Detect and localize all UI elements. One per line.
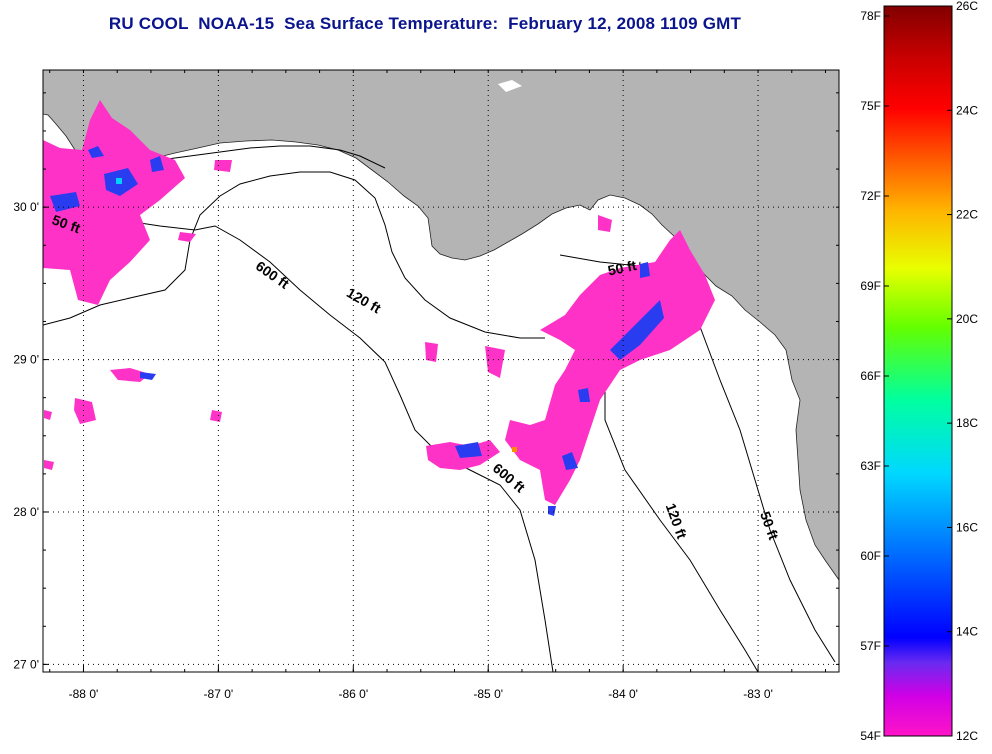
map-grid: [43, 70, 839, 672]
colorbar-f-label: 72F: [860, 189, 881, 203]
lon-tick-label: -85 0': [473, 687, 503, 701]
lon-tick-label: -87 0': [204, 687, 234, 701]
contour-120ft: [43, 171, 545, 339]
cloud-regions: [43, 100, 715, 505]
lon-tick-label: -84 0': [608, 687, 638, 701]
colorbar-c-label: 26C: [956, 0, 978, 13]
colorbar-f-label: 66F: [860, 369, 881, 383]
lon-tick-label: -86 0': [338, 687, 368, 701]
colorbar-c-label: 24C: [956, 103, 978, 117]
lat-tick-label: 30 0': [13, 200, 39, 214]
colorbar-c-label: 12C: [956, 729, 978, 743]
colorbar-f-label: 57F: [860, 639, 881, 653]
colorbar-c-label: 14C: [956, 625, 978, 639]
lat-tick-label: 28 0': [13, 505, 39, 519]
colorbar-f-label: 75F: [860, 99, 881, 113]
colorbar-labels: 78F 75F 72F 69F 66F 63F 60F 57F 54F 26C 24C 22C 20C 1…: [860, 0, 978, 743]
lat-tick-label: 29 0': [13, 353, 39, 367]
island: [498, 80, 522, 92]
colorbar: [883, 5, 953, 737]
colorbar-c-label: 18C: [956, 416, 978, 430]
axis-ticks: -88 0' -87 0' -86 0' -85 0' -84 0' -83 0' 30 0…: [13, 70, 839, 701]
lat-tick-label: 27 0': [13, 657, 39, 671]
colorbar-c-label: 20C: [956, 312, 978, 326]
lon-tick-label: -88 0': [69, 687, 99, 701]
colorbar-c-label: 22C: [956, 208, 978, 222]
map-border: [42, 69, 840, 673]
contour-label: 50 ft: [606, 257, 638, 279]
colorbar-f-label: 63F: [860, 459, 881, 473]
lon-tick-label: -83 0': [743, 687, 773, 701]
colorbar-c-label: 16C: [956, 520, 978, 534]
contour-600ft: [43, 199, 554, 672]
map-title: RU COOL NOAA-15 Sea Surface Temperature:…: [108, 14, 742, 33]
colorbar-f-label: 60F: [860, 549, 881, 563]
warm-spots: [116, 178, 517, 452]
colorbar-f-label: 69F: [860, 279, 881, 293]
colorbar-f-label: 54F: [860, 729, 881, 743]
colorbar-f-label: 78F: [860, 9, 881, 23]
